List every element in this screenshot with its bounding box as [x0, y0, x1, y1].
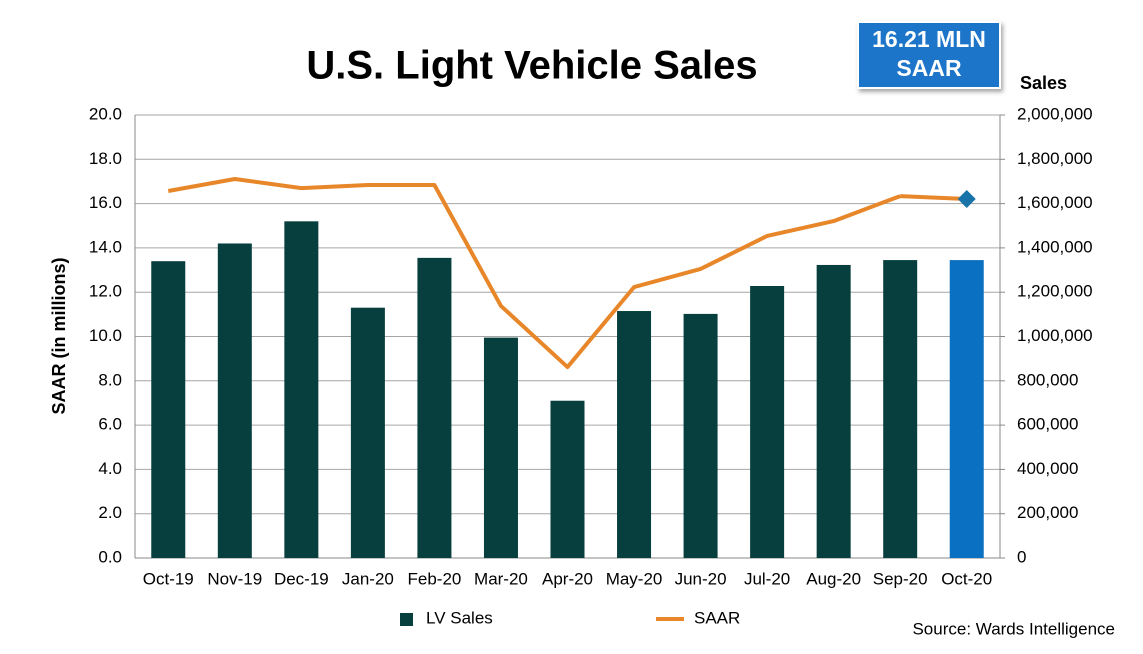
bar: [284, 221, 319, 558]
y2-axis-label: Sales: [1020, 73, 1067, 93]
x-tick-label: Oct-19: [143, 569, 194, 588]
y2-tick-label: 200,000: [1017, 503, 1078, 522]
y2-tick-label: 1,400,000: [1017, 237, 1093, 256]
annotation: 16.21 MLN: [872, 26, 986, 52]
y-axis-label: SAAR (in millions): [49, 257, 69, 414]
bar: [350, 307, 385, 558]
x-tick-label: Jun-20: [675, 569, 727, 588]
x-tick-label: Feb-20: [407, 569, 461, 588]
y-tick-label: 0.0: [98, 547, 122, 566]
y-tick-label: 8.0: [98, 370, 122, 389]
y-tick-label: 2.0: [98, 503, 122, 522]
x-tick-label: Apr-20: [542, 569, 593, 588]
x-tick-label: Oct-20: [941, 569, 992, 588]
line: [167, 177, 901, 370]
y2-tick-label: 0: [1017, 547, 1026, 566]
bar: [750, 285, 785, 558]
x-tick-label: Nov-19: [207, 569, 262, 588]
point-marker: [957, 189, 976, 208]
y-tick-label: 4.0: [98, 459, 122, 478]
x-tick-label: Jul-20: [744, 569, 790, 588]
y2-tick-label: 2,000,000: [1017, 104, 1093, 123]
y2-tick-label: 1,000,000: [1017, 326, 1093, 345]
bar: [683, 313, 718, 558]
y-tick-label: 16.0: [89, 193, 122, 212]
legend-swatch: [400, 613, 413, 626]
legend-label: LV Sales: [426, 608, 493, 627]
x-tick-label: Dec-19: [274, 569, 329, 588]
y2-tick-label: 1,600,000: [1017, 193, 1093, 212]
bar: [883, 260, 918, 558]
bar: [550, 400, 585, 558]
x-tick-label: May-20: [606, 569, 663, 588]
bar: [417, 257, 452, 558]
x-tick-label: Sep-20: [873, 569, 928, 588]
y-tick-label: 20.0: [89, 104, 122, 123]
y-tick-label: 12.0: [89, 282, 122, 301]
y2-tick-label: 400,000: [1017, 459, 1078, 478]
y2-tick-label: 1,800,000: [1017, 149, 1093, 168]
chart-title: U.S. Light Vehicle Sales: [306, 44, 757, 88]
y-tick-label: 18.0: [89, 149, 122, 168]
y2-tick-label: 800,000: [1017, 370, 1078, 389]
y-tick-label: 10.0: [89, 326, 122, 345]
y-tick-label: 6.0: [98, 415, 122, 434]
bar: [217, 243, 252, 558]
bar: [483, 337, 518, 558]
x-tick-label: Mar-20: [474, 569, 528, 588]
line-segment: [900, 194, 967, 201]
y-tick-label: 14.0: [89, 237, 122, 256]
y2-tick-label: 600,000: [1017, 415, 1078, 434]
bar: [816, 264, 851, 558]
x-tick-label: Jan-20: [342, 569, 394, 588]
legend-label: SAAR: [694, 608, 740, 627]
bar: [949, 260, 984, 558]
y2-tick-label: 1,200,000: [1017, 282, 1093, 301]
annotation: SAAR: [896, 55, 962, 81]
source: Source: Wards Intelligence: [912, 619, 1115, 638]
bar: [617, 311, 652, 558]
annotation-box: [857, 21, 1001, 89]
x-tick-label: Aug-20: [806, 569, 861, 588]
bar: [151, 261, 186, 558]
